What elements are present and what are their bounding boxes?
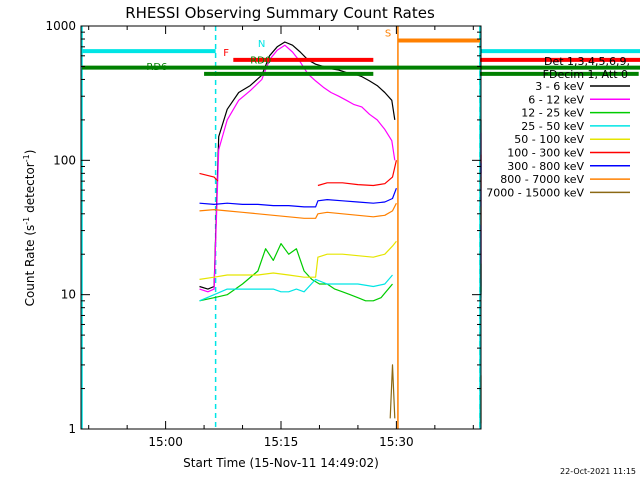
legend-label-4: 50 - 100 keV [514, 133, 584, 146]
series-2-segment-0 [199, 243, 393, 302]
status-bar-label-3: F [223, 48, 229, 59]
y-tick-label-2: 100 [53, 153, 76, 167]
status-bar-label-2: S [385, 28, 391, 39]
y-tick-label-0: 1 [68, 422, 76, 436]
series-5-segment-0 [199, 172, 219, 182]
legend-label-8: 7000 - 15000 keV [486, 186, 584, 199]
x-tick-label-0: 15:00 [148, 435, 183, 449]
status-bar-label-8: RD6 [146, 62, 167, 73]
series-3-segment-0 [199, 274, 393, 302]
series-0-segment-0 [199, 41, 396, 290]
series-8-segment-0 [389, 364, 396, 419]
y-axis-label-mid: detector [23, 162, 37, 217]
series-5-segment-1 [317, 160, 397, 187]
status-bar-label-5: RD0 [250, 56, 271, 67]
legend-label-0: 3 - 6 keV [535, 80, 584, 93]
y-axis-label-main: Count Rate (s [23, 225, 37, 307]
x-tick-label-1: 15:15 [264, 435, 299, 449]
legend-label-1: 6 - 12 keV [528, 93, 584, 106]
timestamp: 22-Oct-2021 11:15 [560, 467, 636, 476]
series-6-segment-0 [199, 187, 397, 208]
series-4-segment-0 [199, 240, 397, 280]
y-axis-label-exp2: -1 [22, 154, 31, 162]
x-axis-label: Start Time (15-Nov-11 14:49:02) [183, 456, 379, 470]
series-7-segment-0 [199, 202, 397, 219]
legend-label-3: 25 - 50 keV [521, 120, 584, 133]
status-bars: N S F RD0 RD6 [82, 28, 640, 76]
legend: Det 1,3,4,5,6,9, FDecim 1, Att 0 3 - 6 k… [486, 55, 630, 199]
y-axis-label: Count Rate (s-1 detector-1) [22, 150, 37, 307]
x-tick-label-2: 15:30 [379, 435, 414, 449]
axes: 15:00 15:15 15:30 1 10 100 1000 [45, 19, 481, 449]
y-axis-label-end: ) [23, 150, 37, 155]
legend-label-7: 800 - 7000 keV [500, 173, 584, 186]
legend-label-2: 12 - 25 keV [521, 107, 584, 120]
chart-title: RHESSI Observing Summary Count Rates [125, 4, 435, 22]
legend-label-6: 300 - 800 keV [507, 160, 584, 173]
status-bar-label-0: N [258, 39, 265, 50]
legend-header-line-2: FDecim 1, Att 0 [543, 68, 628, 81]
y-axis-label-exp1: -1 [22, 217, 31, 225]
y-tick-label-1: 10 [61, 288, 76, 302]
legend-label-5: 100 - 300 keV [507, 147, 584, 160]
legend-header-line-1: Det 1,3,4,5,6,9, [544, 55, 630, 68]
y-tick-label-3: 1000 [45, 19, 76, 33]
